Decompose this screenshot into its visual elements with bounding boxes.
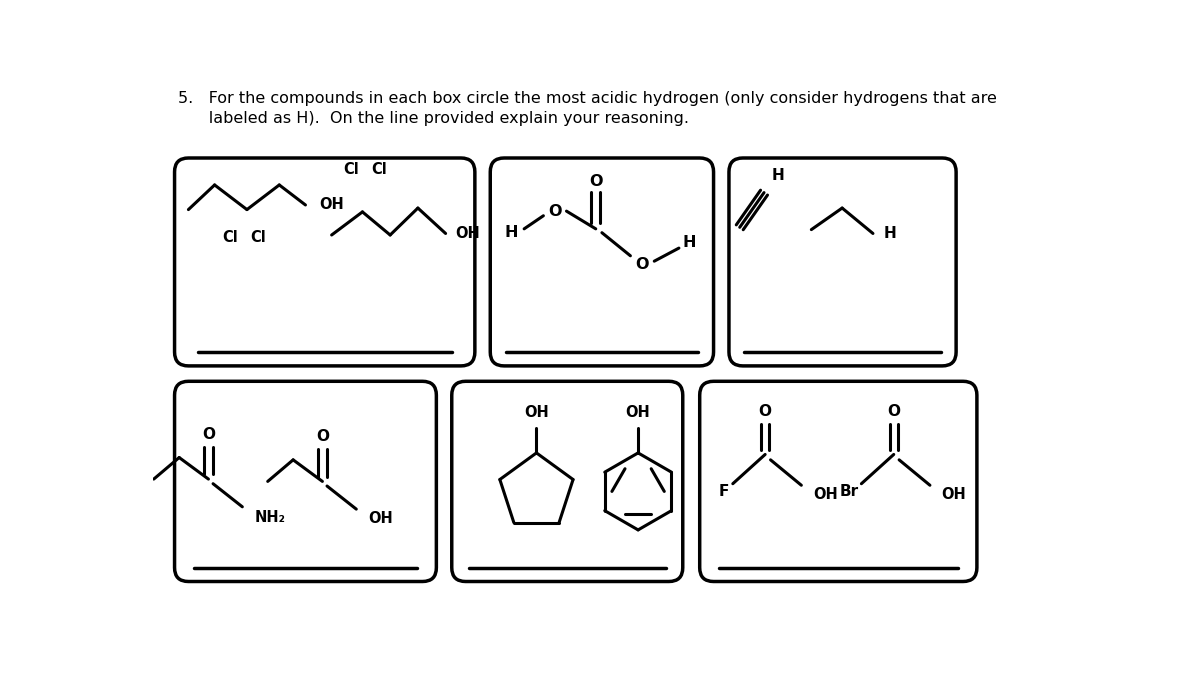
Text: O: O — [758, 404, 772, 418]
Text: O: O — [316, 429, 329, 444]
FancyBboxPatch shape — [728, 158, 956, 366]
Text: Cl: Cl — [343, 162, 359, 177]
FancyBboxPatch shape — [174, 381, 437, 581]
Text: Cl: Cl — [250, 230, 265, 245]
FancyBboxPatch shape — [451, 381, 683, 581]
Text: H: H — [683, 235, 696, 250]
Text: OH: OH — [942, 487, 966, 502]
Text: O: O — [589, 173, 602, 188]
Text: labeled as H).  On the line provided explain your reasoning.: labeled as H). On the line provided expl… — [178, 111, 689, 126]
Text: Cl: Cl — [222, 230, 238, 245]
Text: Br: Br — [840, 484, 859, 499]
FancyBboxPatch shape — [700, 381, 977, 581]
Text: NH₂: NH₂ — [254, 510, 286, 525]
Text: OH: OH — [319, 198, 344, 213]
Text: F: F — [719, 484, 730, 499]
Text: O: O — [887, 404, 900, 418]
Text: OH: OH — [456, 226, 480, 241]
Text: O: O — [635, 256, 649, 272]
FancyBboxPatch shape — [174, 158, 475, 366]
Text: OH: OH — [625, 406, 650, 421]
Text: O: O — [548, 204, 562, 219]
Text: H: H — [504, 225, 518, 240]
FancyBboxPatch shape — [491, 158, 714, 366]
Text: H: H — [772, 168, 785, 183]
Text: H: H — [883, 226, 896, 241]
Text: O: O — [202, 427, 215, 442]
Text: 5.   For the compounds in each box circle the most acidic hydrogen (only conside: 5. For the compounds in each box circle … — [178, 91, 996, 106]
Text: OH: OH — [812, 487, 838, 502]
Text: OH: OH — [524, 406, 548, 421]
Text: OH: OH — [368, 511, 394, 526]
Text: Cl: Cl — [372, 162, 388, 177]
